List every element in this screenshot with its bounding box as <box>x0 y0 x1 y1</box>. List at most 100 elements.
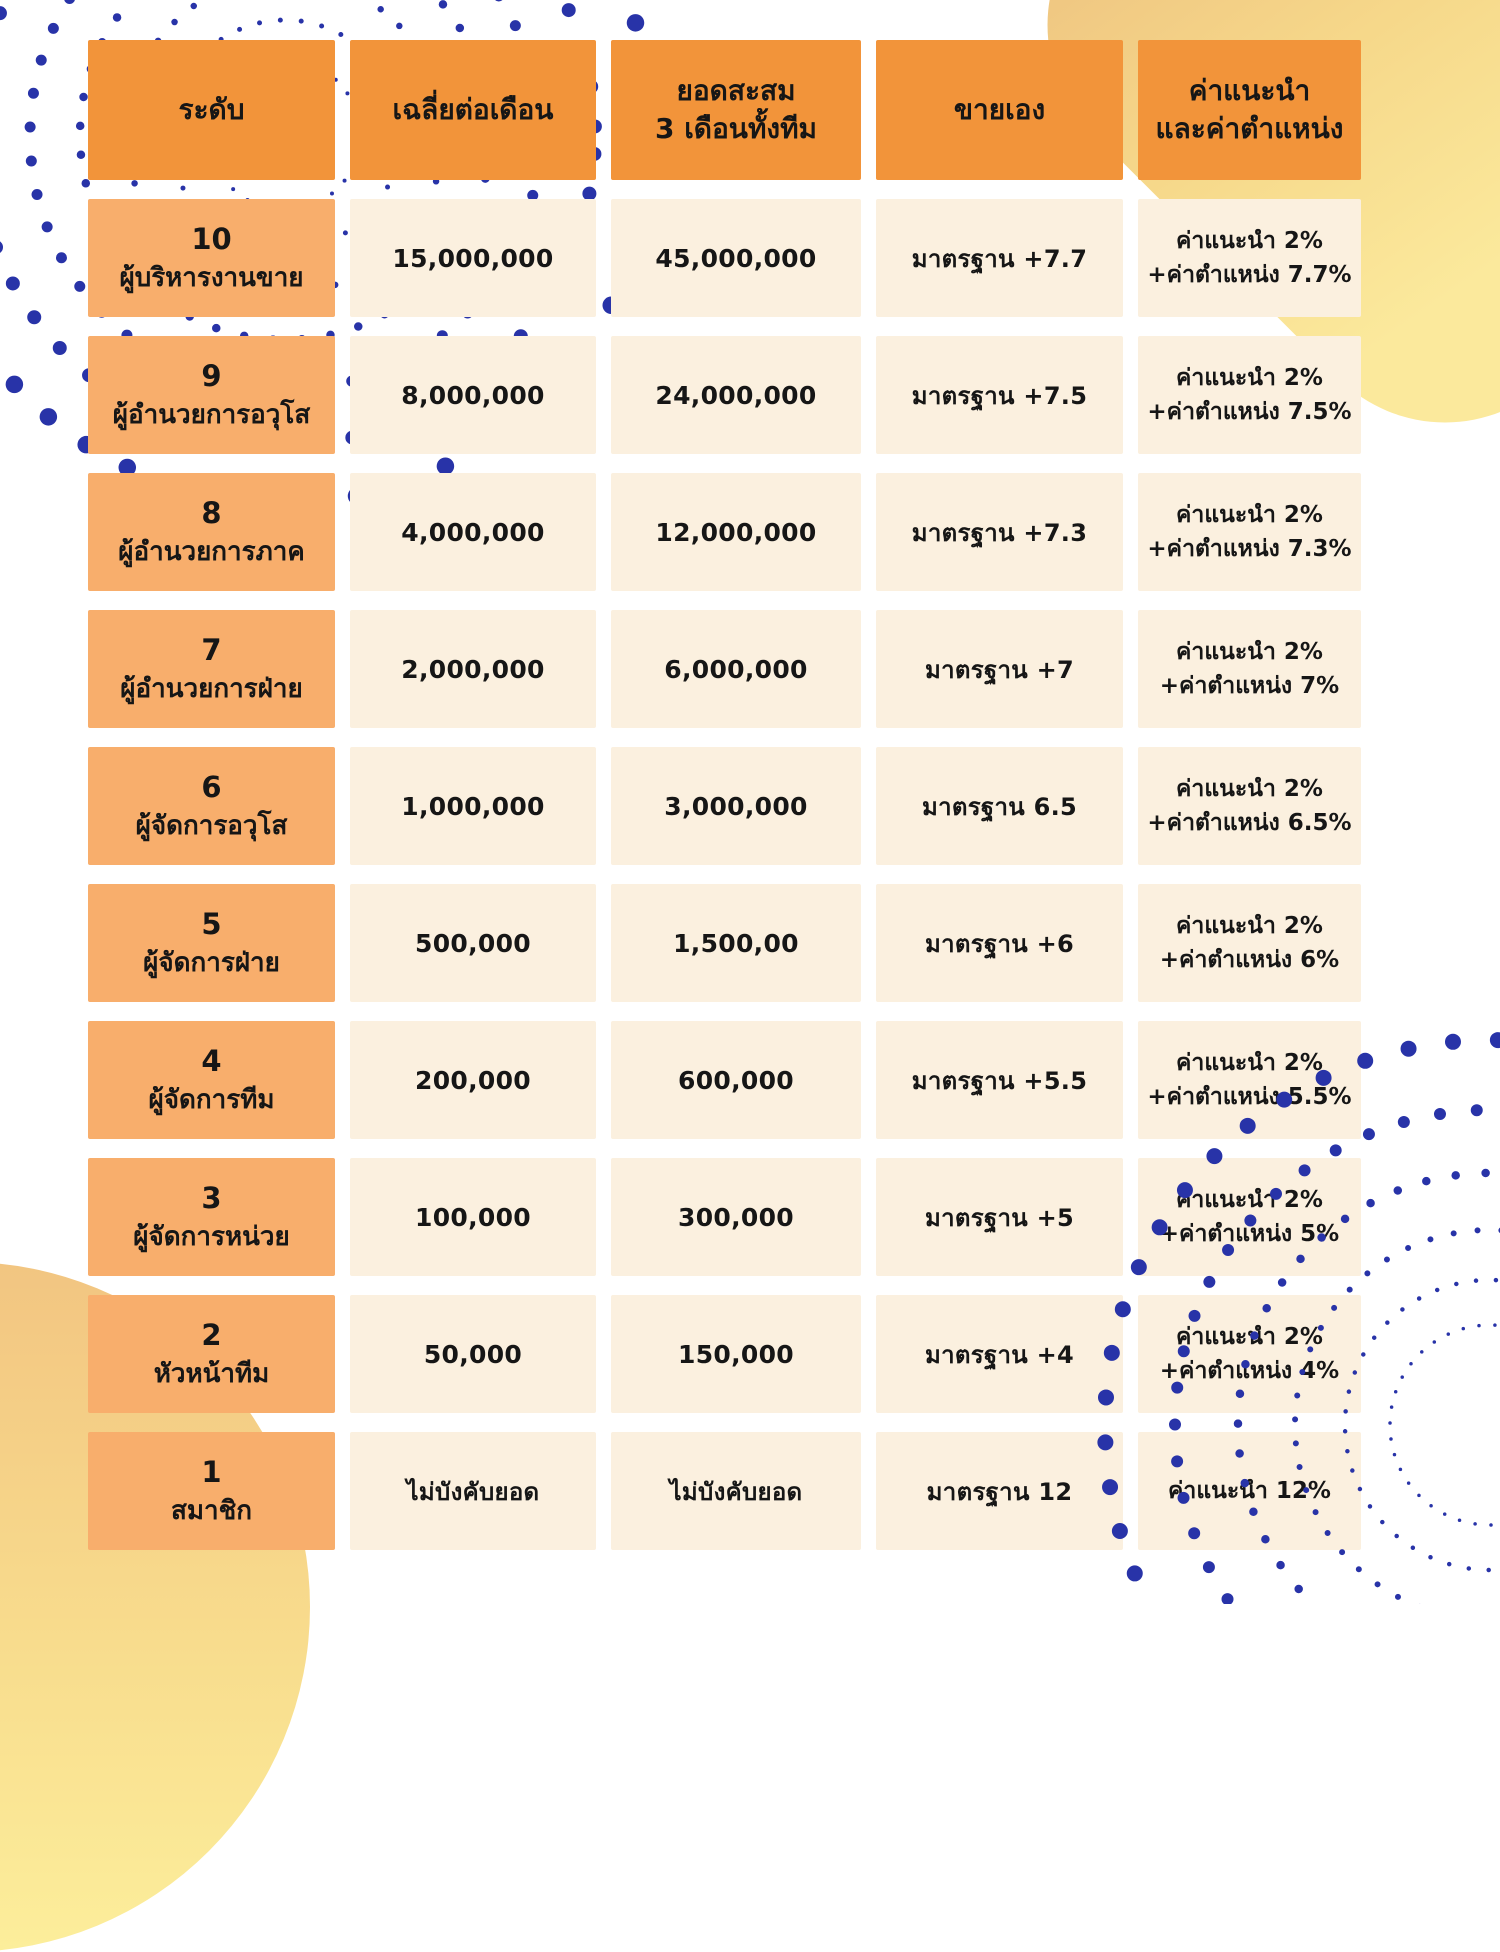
fee-line2: +ค่าตำแหน่ง 6.5% <box>1147 810 1352 836</box>
row-level7-team-total: 6,000,000 <box>611 610 861 728</box>
row-level1-fees: ค่าแนะนำ 12% <box>1138 1432 1361 1550</box>
team-total-value: 150,000 <box>678 1339 794 1369</box>
monthly-average-value: 2,000,000 <box>401 654 545 684</box>
fee-line1: ค่าแนะนำ 12% <box>1168 1477 1331 1504</box>
level-title: หัวหน้าทีม <box>153 1359 270 1390</box>
self-sale-value: มาตรฐาน +7.3 <box>911 518 1088 547</box>
header-self-sale-label: ขายเอง <box>953 93 1046 127</box>
monthly-average-value: 8,000,000 <box>401 380 545 410</box>
row-level6-team-total: 3,000,000 <box>611 747 861 865</box>
fee-line1: ค่าแนะนำ 2% <box>1176 1049 1323 1076</box>
self-sale-value: มาตรฐาน +5 <box>924 1203 1075 1232</box>
fee-line2: +ค่าตำแหน่ง 6% <box>1159 947 1340 973</box>
header-level-label: ระดับ <box>178 93 245 127</box>
row-level8-team-total: 12,000,000 <box>611 473 861 591</box>
row-level1-level-cell: 1 สมาชิก <box>88 1432 335 1550</box>
team-total-value: 24,000,000 <box>655 380 817 410</box>
self-sale-value: มาตรฐาน +7.7 <box>911 244 1088 273</box>
row-level5-self-sale: มาตรฐาน +6 <box>876 884 1123 1002</box>
row-level10-self-sale: มาตรฐาน +7.7 <box>876 199 1123 317</box>
row-level4-team-total: 600,000 <box>611 1021 861 1139</box>
level-title: ผู้จัดการอวุโส <box>135 811 288 842</box>
monthly-average-value: 200,000 <box>415 1065 531 1095</box>
monthly-average-value: 100,000 <box>415 1202 531 1232</box>
team-total-value: 12,000,000 <box>655 517 817 547</box>
row-level6-level-cell: 6 ผู้จัดการอวุโส <box>88 747 335 865</box>
header-cell-self-sale: ขายเอง <box>876 40 1123 180</box>
row-level9-fees: ค่าแนะนำ 2% +ค่าตำแหน่ง 7.5% <box>1138 336 1361 454</box>
row-level5-monthly-average: 500,000 <box>350 884 596 1002</box>
fee-line1: ค่าแนะนำ 2% <box>1176 364 1323 391</box>
row-level4-level-cell: 4 ผู้จัดการทีม <box>88 1021 335 1139</box>
row-level2-self-sale: มาตรฐาน +4 <box>876 1295 1123 1413</box>
self-sale-value: มาตรฐาน +7.5 <box>911 381 1088 410</box>
levels-table: ระดับ เฉลี่ยต่อเดือน ยอดสะสม 3 เดือนทั้ง… <box>88 40 1361 1550</box>
row-level10-monthly-average: 15,000,000 <box>350 199 596 317</box>
level-title: สมาชิก <box>171 1496 252 1527</box>
header-fees-line1: ค่าแนะนำ <box>1188 74 1311 108</box>
header-monthly-average-label: เฉลี่ยต่อเดือน <box>392 93 554 127</box>
fee-line2: +ค่าตำแหน่ง 7.3% <box>1147 536 1352 562</box>
row-level4-self-sale: มาตรฐาน +5.5 <box>876 1021 1123 1139</box>
row-level5-team-total: 1,500,00 <box>611 884 861 1002</box>
team-total-value: 3,000,000 <box>664 791 808 821</box>
row-level1-team-total: ไม่บังคับยอด <box>611 1432 861 1550</box>
row-level8-monthly-average: 4,000,000 <box>350 473 596 591</box>
team-total-value: 300,000 <box>678 1202 794 1232</box>
level-number: 3 <box>201 1181 222 1216</box>
row-level3-monthly-average: 100,000 <box>350 1158 596 1276</box>
fee-line1: ค่าแนะนำ 2% <box>1176 501 1323 528</box>
row-level4-monthly-average: 200,000 <box>350 1021 596 1139</box>
row-level10-level-cell: 10 ผู้บริหารงานขาย <box>88 199 335 317</box>
row-level8-fees: ค่าแนะนำ 2% +ค่าตำแหน่ง 7.3% <box>1138 473 1361 591</box>
level-number: 7 <box>201 633 222 668</box>
self-sale-value: มาตรฐาน 6.5 <box>921 792 1078 821</box>
fee-line2: +ค่าตำแหน่ง 7% <box>1159 673 1340 699</box>
row-level6-monthly-average: 1,000,000 <box>350 747 596 865</box>
row-level2-team-total: 150,000 <box>611 1295 861 1413</box>
row-level5-level-cell: 5 ผู้จัดการฝ่าย <box>88 884 335 1002</box>
row-level7-self-sale: มาตรฐาน +7 <box>876 610 1123 728</box>
fee-line1: ค่าแนะนำ 2% <box>1176 775 1323 802</box>
header-cell-team-3month-total: ยอดสะสม 3 เดือนทั้งทีม <box>611 40 861 180</box>
row-level3-fees: ค่าแนะนำ 2% +ค่าตำแหน่ง 5% <box>1138 1158 1361 1276</box>
level-title: ผู้อำนวยการอวุโส <box>112 400 311 431</box>
header-team-total-line1: ยอดสะสม <box>676 74 796 108</box>
level-number: 2 <box>201 1318 222 1353</box>
header-cell-level: ระดับ <box>88 40 335 180</box>
header-team-total-line2: 3 เดือนทั้งทีม <box>655 112 817 145</box>
fee-line1: ค่าแนะนำ 2% <box>1176 638 1323 665</box>
monthly-average-value: 15,000,000 <box>392 243 554 273</box>
level-number: 5 <box>201 907 222 942</box>
row-level9-team-total: 24,000,000 <box>611 336 861 454</box>
fee-line2: +ค่าตำแหน่ง 5.5% <box>1147 1084 1352 1110</box>
self-sale-value: มาตรฐาน +6 <box>924 929 1075 958</box>
team-total-value: 45,000,000 <box>655 243 817 273</box>
row-level8-self-sale: มาตรฐาน +7.3 <box>876 473 1123 591</box>
fee-line2: +ค่าตำแหน่ง 5% <box>1159 1221 1340 1247</box>
level-title: ผู้จัดการฝ่าย <box>143 948 280 979</box>
level-title: ผู้จัดการทีม <box>148 1085 275 1116</box>
self-sale-value: มาตรฐาน +5.5 <box>911 1066 1088 1095</box>
row-level9-monthly-average: 8,000,000 <box>350 336 596 454</box>
row-level4-fees: ค่าแนะนำ 2% +ค่าตำแหน่ง 5.5% <box>1138 1021 1361 1139</box>
team-total-value: ไม่บังคับยอด <box>669 1477 803 1506</box>
monthly-average-value: 4,000,000 <box>401 517 545 547</box>
row-level3-team-total: 300,000 <box>611 1158 861 1276</box>
fee-line2: +ค่าตำแหน่ง 4% <box>1159 1358 1340 1384</box>
monthly-average-value: 50,000 <box>423 1339 523 1369</box>
row-level2-fees: ค่าแนะนำ 2% +ค่าตำแหน่ง 4% <box>1138 1295 1361 1413</box>
row-level5-fees: ค่าแนะนำ 2% +ค่าตำแหน่ง 6% <box>1138 884 1361 1002</box>
row-level10-team-total: 45,000,000 <box>611 199 861 317</box>
fee-line1: ค่าแนะนำ 2% <box>1176 1186 1323 1213</box>
fee-line1: ค่าแนะนำ 2% <box>1176 912 1323 939</box>
level-title: ผู้อำนวยการฝ่าย <box>120 674 303 705</box>
row-level6-fees: ค่าแนะนำ 2% +ค่าตำแหน่ง 6.5% <box>1138 747 1361 865</box>
header-cell-monthly-average: เฉลี่ยต่อเดือน <box>350 40 596 180</box>
row-level2-monthly-average: 50,000 <box>350 1295 596 1413</box>
row-level3-self-sale: มาตรฐาน +5 <box>876 1158 1123 1276</box>
fee-line1: ค่าแนะนำ 2% <box>1176 227 1323 254</box>
level-number: 6 <box>201 770 222 805</box>
team-total-value: 6,000,000 <box>664 654 808 684</box>
